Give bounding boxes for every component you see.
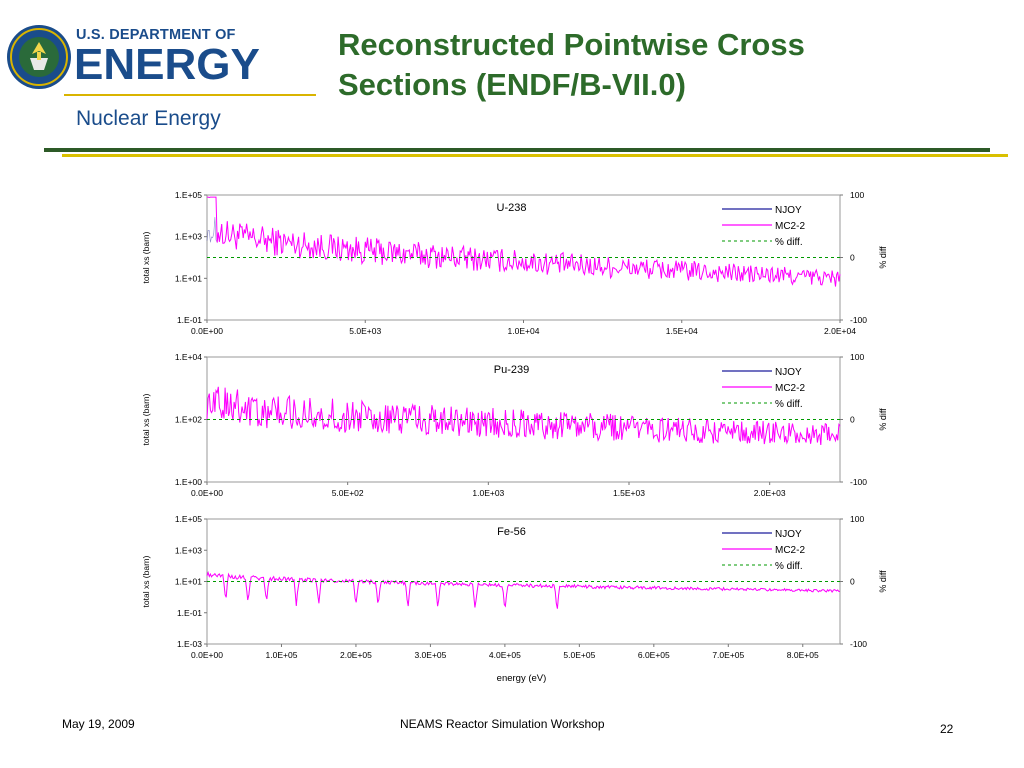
y2-tick-label: 0	[850, 253, 855, 263]
header-gold-line	[64, 94, 316, 96]
header-rule-gold	[62, 154, 1008, 157]
y2-tick-label: 100	[850, 352, 864, 362]
legend-label: % diff.	[775, 237, 803, 248]
chart-panel: 1.E+05 1.E+03 1.E+01 1.E-01 100 0 -100 0.0E+00 5…	[141, 190, 888, 336]
legend-label: MC2-2	[775, 383, 805, 394]
series-mc22-line	[207, 196, 841, 287]
x-tick-label: 7.0E+05	[712, 650, 744, 660]
legend-label: NJOY	[775, 367, 802, 378]
y2-tick-label: 100	[850, 514, 864, 524]
cross-section-figure: 1.E+05 1.E+03 1.E+01 1.E-01 100 0 -100 0.0E+00 5…	[141, 190, 888, 684]
slide-title-line1: Reconstructed Pointwise Cross	[338, 27, 805, 62]
x-tick-label: 5.0E+03	[349, 326, 381, 336]
chart-panel: 1.E+04 1.E+02 1.E+00 100 0 -100 0.0E+00 5.0E+02…	[141, 352, 888, 498]
x-tick-label: 1.0E+04	[508, 326, 540, 336]
x-tick-label: 1.0E+03	[472, 488, 504, 498]
legend-label: MC2-2	[775, 545, 805, 556]
x-tick-label: 1.0E+05	[266, 650, 298, 660]
x-tick-label: 1.5E+04	[666, 326, 698, 336]
y2-axis-label: % diff	[878, 570, 888, 593]
slide-title-line2: Sections (ENDF/B-VII.0)	[338, 67, 686, 102]
y-tick-label: 1.E-01	[177, 608, 202, 618]
y-tick-label: 1.E-03	[177, 639, 202, 649]
doe-seal-icon	[7, 25, 71, 89]
y2-tick-label: 0	[850, 415, 855, 425]
legend-label: NJOY	[775, 529, 802, 540]
y-tick-label: 1.E+05	[175, 190, 202, 200]
x-tick-label: 0.0E+00	[191, 326, 223, 336]
plot-area	[206, 194, 841, 321]
y-tick-label: 1.E+03	[175, 545, 202, 555]
y-tick-label: 1.E+00	[175, 477, 202, 487]
y2-tick-label: -100	[850, 477, 867, 487]
legend-label: NJOY	[775, 205, 802, 216]
y-tick-label: 1.E+01	[175, 273, 202, 283]
chart-panel: 1.E+05 1.E+03 1.E+01 1.E-01 1.E-03 100 0 -100 0.…	[141, 514, 888, 684]
y2-tick-label: -100	[850, 315, 867, 325]
y-tick-label: 1.E+04	[175, 352, 202, 362]
y-tick-label: 1.E+02	[175, 415, 202, 425]
legend-label: % diff.	[775, 399, 803, 410]
chart-title: U-238	[497, 202, 527, 214]
energy-wordmark: ENERGY	[74, 40, 260, 89]
slide-title: Reconstructed Pointwise Cross Sections (…	[338, 25, 938, 105]
x-tick-label: 0.0E+00	[191, 650, 223, 660]
header-rule-green	[44, 148, 990, 152]
y-tick-label: 1.E+01	[175, 577, 202, 587]
x-tick-label: 6.0E+05	[638, 650, 670, 660]
x-tick-label: 0.0E+00	[191, 488, 223, 498]
x-tick-label: 5.0E+02	[332, 488, 364, 498]
y2-axis-label: % diff	[878, 246, 888, 269]
y-axis-label: total xs (barn)	[141, 393, 151, 445]
chart-title: Pu-239	[494, 364, 529, 376]
x-tick-label: 2.0E+05	[340, 650, 372, 660]
office-label: Nuclear Energy	[76, 107, 221, 130]
legend-label: MC2-2	[775, 221, 805, 232]
y-axis-label: total xs (barn)	[141, 555, 151, 607]
y2-tick-label: 100	[850, 190, 864, 200]
legend-label: % diff.	[775, 561, 803, 572]
x-tick-label: 4.0E+05	[489, 650, 521, 660]
series-mc22-line	[206, 386, 841, 446]
y-tick-label: 1.E-01	[177, 315, 202, 325]
y2-axis-label: % diff	[878, 408, 888, 431]
x-tick-label: 2.0E+03	[754, 488, 786, 498]
slide-header: U.S. DEPARTMENT OF ENERGY Nuclear Energy…	[0, 0, 1024, 165]
series-mc22-line	[206, 570, 841, 609]
chart-title: Fe-56	[497, 526, 526, 538]
x-tick-label: 8.0E+05	[787, 650, 819, 660]
y-tick-label: 1.E+05	[175, 514, 202, 524]
footer-event: NEAMS Reactor Simulation Workshop	[400, 717, 605, 731]
x-tick-label: 5.0E+05	[563, 650, 595, 660]
x-tick-label: 3.0E+05	[414, 650, 446, 660]
x-axis-label: energy (eV)	[497, 673, 547, 684]
y-tick-label: 1.E+03	[175, 232, 202, 242]
department-label: U.S. DEPARTMENT OF	[76, 27, 236, 43]
page-number: 22	[940, 722, 954, 736]
x-tick-label: 2.0E+04	[824, 326, 856, 336]
y2-tick-label: 0	[850, 577, 855, 587]
x-tick-label: 1.5E+03	[613, 488, 645, 498]
footer-date: May 19, 2009	[62, 717, 135, 731]
y2-tick-label: -100	[850, 639, 867, 649]
y-axis-label: total xs (barn)	[141, 231, 151, 283]
